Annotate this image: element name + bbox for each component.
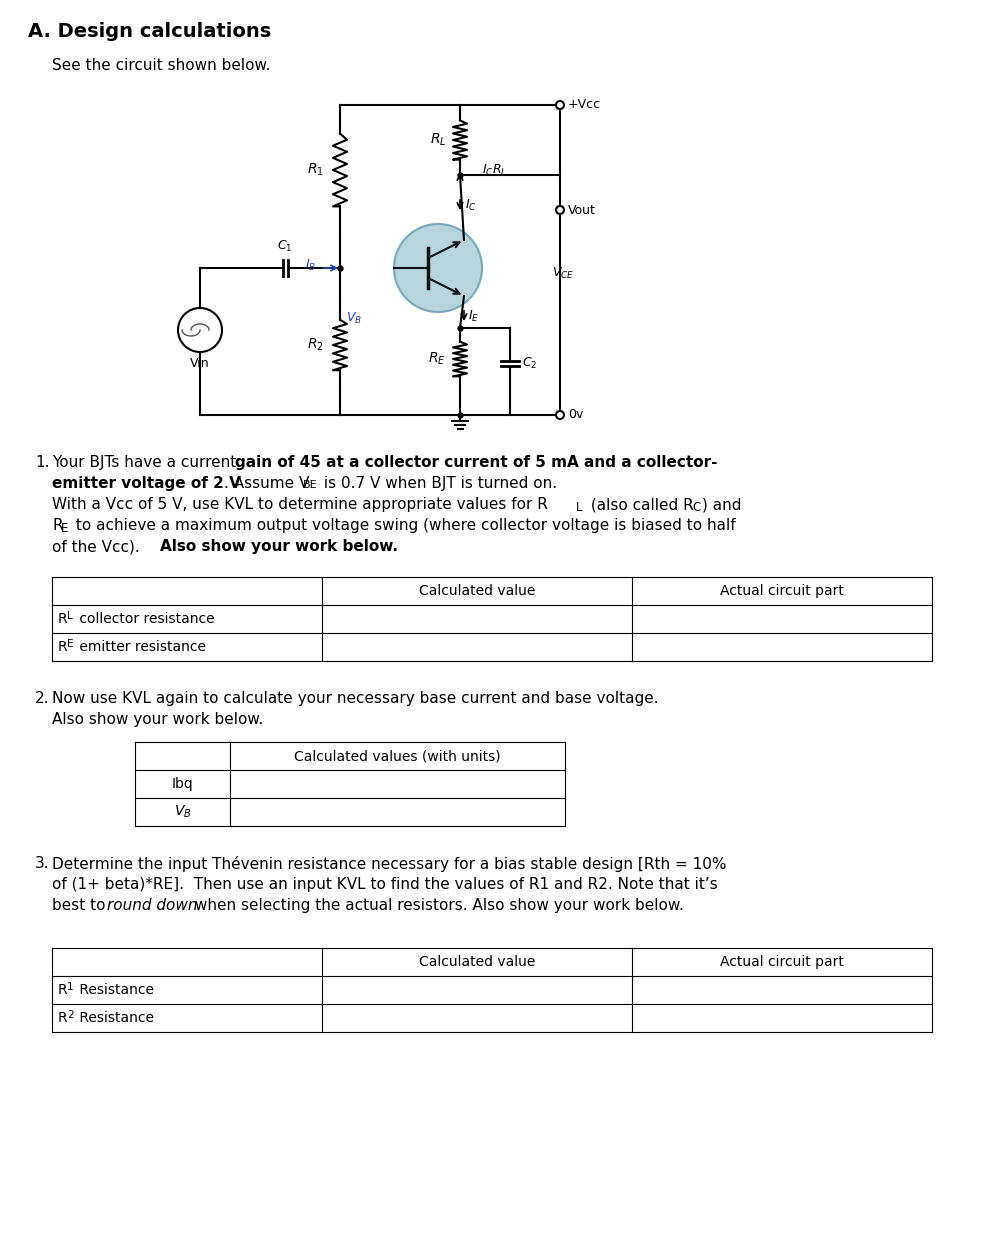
Text: A. Design calculations: A. Design calculations <box>28 23 271 41</box>
Text: 0v: 0v <box>568 409 583 421</box>
Text: Calculated value: Calculated value <box>419 585 535 598</box>
Text: $C_1$: $C_1$ <box>277 239 293 254</box>
Text: $R_E$: $R_E$ <box>429 351 446 367</box>
Text: See the circuit shown below.: See the circuit shown below. <box>52 58 270 73</box>
Text: Actual circuit part: Actual circuit part <box>720 585 843 598</box>
Text: emitter resistance: emitter resistance <box>75 640 206 654</box>
Text: 2: 2 <box>67 1011 74 1019</box>
Text: BE: BE <box>303 480 318 490</box>
Text: $C_2$: $C_2$ <box>522 356 537 371</box>
Circle shape <box>394 224 482 312</box>
Text: (also called R: (also called R <box>586 497 694 512</box>
Circle shape <box>178 308 222 352</box>
Text: is 0.7 V when BJT is turned on.: is 0.7 V when BJT is turned on. <box>319 476 557 491</box>
Text: Also show your work below.: Also show your work below. <box>52 711 263 727</box>
Text: +Vcc: +Vcc <box>568 98 601 112</box>
Text: $R_2$: $R_2$ <box>307 337 324 353</box>
Text: of (1+ beta)*RE].  Then use an input KVL to find the values of R1 and R2. Note t: of (1+ beta)*RE]. Then use an input KVL … <box>52 877 718 892</box>
Text: . Assume V: . Assume V <box>224 476 309 491</box>
Text: E: E <box>61 522 69 535</box>
Circle shape <box>556 206 564 214</box>
Text: C: C <box>692 502 700 514</box>
Text: round down: round down <box>107 897 197 913</box>
Text: $V_B$: $V_B$ <box>346 310 362 326</box>
Text: $V_B$: $V_B$ <box>173 803 191 821</box>
Text: L: L <box>67 611 73 621</box>
Text: Vout: Vout <box>568 204 596 216</box>
Text: $V_{CE}$: $V_{CE}$ <box>552 265 574 280</box>
Text: 3.: 3. <box>35 856 50 871</box>
Text: Vin: Vin <box>190 357 209 370</box>
Text: when selecting the actual resistors. Also show your work below.: when selecting the actual resistors. Als… <box>190 897 684 913</box>
Text: $R_1$: $R_1$ <box>307 162 324 178</box>
Text: $I_C R_L$: $I_C R_L$ <box>482 162 507 177</box>
Text: gain of 45 at a collector current of 5 mA and a collector-: gain of 45 at a collector current of 5 m… <box>235 455 718 470</box>
Text: Your BJTs have a current: Your BJTs have a current <box>52 455 241 470</box>
Text: Ibq: Ibq <box>171 777 193 791</box>
Text: Determine the input Thévenin resistance necessary for a bias stable design [Rth : Determine the input Thévenin resistance … <box>52 856 727 872</box>
Text: 2.: 2. <box>35 691 50 706</box>
Text: best to: best to <box>52 897 111 913</box>
Text: Now use KVL again to calculate your necessary base current and base voltage.: Now use KVL again to calculate your nece… <box>52 691 659 706</box>
Text: emitter voltage of 2 V: emitter voltage of 2 V <box>52 476 241 491</box>
Text: R: R <box>52 518 63 533</box>
Text: With a Vcc of 5 V, use KVL to determine appropriate values for R: With a Vcc of 5 V, use KVL to determine … <box>52 497 548 512</box>
Text: Calculated value: Calculated value <box>419 955 535 969</box>
Text: $I_B$: $I_B$ <box>305 258 316 273</box>
Text: Resistance: Resistance <box>75 1011 154 1024</box>
Text: R: R <box>58 1011 68 1024</box>
Text: $R_L$: $R_L$ <box>430 132 446 148</box>
Text: ) and: ) and <box>702 497 742 512</box>
Circle shape <box>556 411 564 419</box>
Text: R: R <box>58 640 68 654</box>
Text: $I_C$: $I_C$ <box>465 197 477 212</box>
Text: collector resistance: collector resistance <box>75 612 214 626</box>
Text: Resistance: Resistance <box>75 983 154 997</box>
Text: of the Vcc).: of the Vcc). <box>52 539 150 554</box>
Text: $I_E$: $I_E$ <box>468 308 480 323</box>
Text: L: L <box>576 502 582 514</box>
Text: 1.: 1. <box>35 455 50 470</box>
Text: R: R <box>58 612 68 626</box>
Circle shape <box>556 101 564 109</box>
Text: Actual circuit part: Actual circuit part <box>720 955 843 969</box>
Text: Also show your work below.: Also show your work below. <box>160 539 398 554</box>
Text: Calculated values (with units): Calculated values (with units) <box>294 749 500 763</box>
Text: E: E <box>67 639 74 649</box>
Text: R: R <box>58 983 68 997</box>
Text: 1: 1 <box>67 982 74 992</box>
Text: to achieve a maximum output voltage swing (where collector voltage is biased to : to achieve a maximum output voltage swin… <box>71 518 736 533</box>
